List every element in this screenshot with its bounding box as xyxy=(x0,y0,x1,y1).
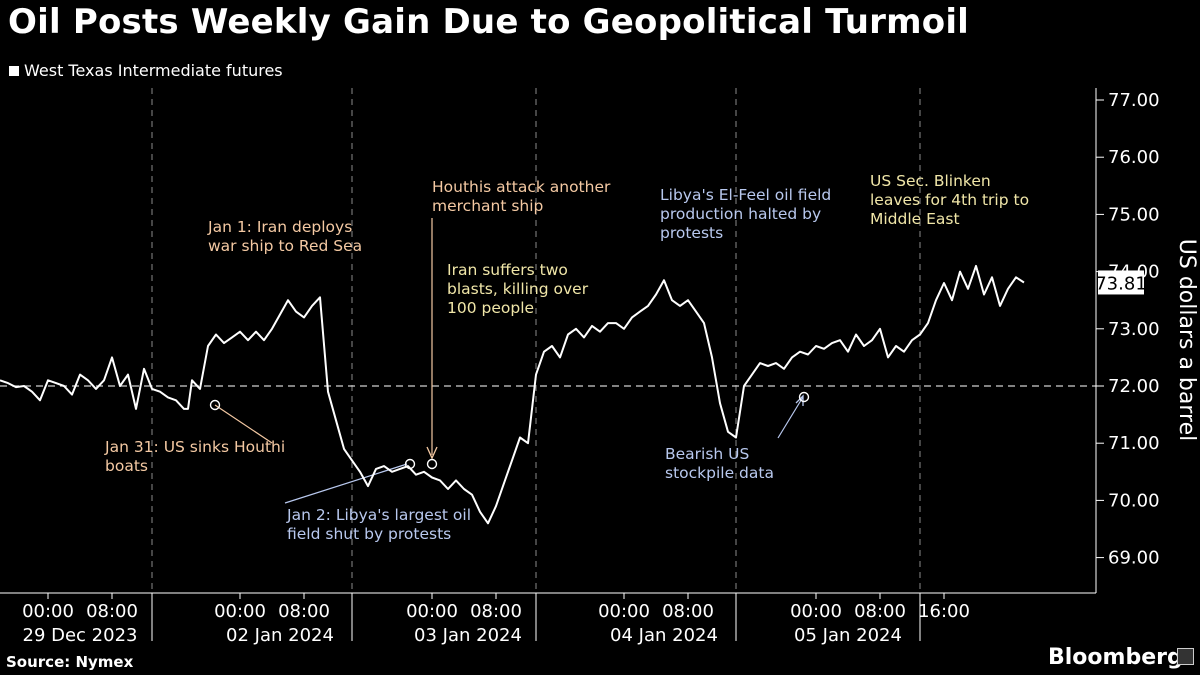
annotation-line: Libya's El-Feel oil field xyxy=(660,186,831,204)
annotation-label: Houthis attack another merchant ship xyxy=(432,178,611,215)
annotation-label: Iran suffers two blasts, killing over 100 … xyxy=(447,261,589,317)
annotation-line: blasts, killing over xyxy=(447,280,589,298)
x-date-label: 29 Dec 2023 xyxy=(23,625,138,646)
annotation-line: field shut by protests xyxy=(287,525,451,543)
annotation-labels: Jan 1: Iran deploys war ship to Red Sea Ho… xyxy=(104,172,1029,543)
y-tick-label: 77.00 xyxy=(1108,90,1160,111)
source-note: Source: Nymex xyxy=(6,653,134,671)
annotation-label: Jan 1: Iran deploys war ship to Red Sea xyxy=(207,218,362,255)
y-tick-label: 75.00 xyxy=(1108,204,1160,225)
annotation-line: Jan 31: US sinks Houthi xyxy=(104,438,285,456)
x-tick-label: 08:00 xyxy=(662,601,714,622)
annotation-line: production halted by xyxy=(660,205,821,223)
annotation-marker xyxy=(426,458,438,470)
bloomberg-terminal-icon xyxy=(1177,648,1194,665)
annotation-line: Houthis attack another xyxy=(432,178,611,196)
series-line xyxy=(0,264,1025,525)
x-tick-label: 08:00 xyxy=(854,601,906,622)
x-tick-label: 16:00 xyxy=(918,601,970,622)
y-tick-label: 69.00 xyxy=(1108,548,1160,569)
annotation-arrowhead xyxy=(795,394,804,406)
annotation-label: Bearish US stockpile data xyxy=(665,445,774,482)
grid-layer xyxy=(0,88,1096,593)
y-axis: 69.0070.0071.0072.0073.0074.0075.0076.00… xyxy=(1095,88,1160,593)
annotation-line: US Sec. Blinken xyxy=(870,172,991,190)
series-layer: 73.81 xyxy=(0,264,1147,525)
annotation-label: US Sec. Blinken leaves for 4th trip to Mid… xyxy=(870,172,1029,228)
annotation-label: Jan 31: US sinks Houthi boats xyxy=(104,438,285,475)
x-tick-label: 08:00 xyxy=(86,601,138,622)
annotation-leader xyxy=(777,396,804,439)
x-tick-label: 00:00 xyxy=(22,601,74,622)
annotation-line: Middle East xyxy=(870,210,960,228)
x-tick-label: 00:00 xyxy=(790,601,842,622)
x-tick-label: 00:00 xyxy=(214,601,266,622)
legend-label: West Texas Intermediate futures xyxy=(24,61,283,80)
y-tick-label: 70.00 xyxy=(1108,490,1160,511)
annotation-line: leaves for 4th trip to xyxy=(870,191,1029,209)
annotation-marker xyxy=(798,391,810,403)
legend-swatch xyxy=(9,65,19,76)
x-date-label: 02 Jan 2024 xyxy=(226,625,334,646)
annotation-line: protests xyxy=(660,224,723,242)
x-tick-label: 08:00 xyxy=(470,601,522,622)
annotation-leader xyxy=(214,404,273,444)
x-tick-label: 00:00 xyxy=(406,601,458,622)
annotation-marker xyxy=(404,458,416,470)
annotation-line: stockpile data xyxy=(665,464,774,482)
y-tick-label: 76.00 xyxy=(1108,147,1160,168)
x-date-label: 04 Jan 2024 xyxy=(610,625,718,646)
x-date-label: 03 Jan 2024 xyxy=(414,625,522,646)
annotation-line: merchant ship xyxy=(432,197,543,215)
annotation-label: Jan 2: Libya's largest oil field shut by … xyxy=(286,506,471,543)
annotation-line: 100 people xyxy=(447,299,534,317)
annotation-leaders xyxy=(214,218,804,504)
chart-title: Oil Posts Weekly Gain Due to Geopolitica… xyxy=(8,2,970,42)
x-axis: 00:00 08:00 00:00 08:00 00:00 08:00 00:00 08:00… xyxy=(0,592,1096,646)
annotation-line: Jan 2: Libya's largest oil xyxy=(286,506,471,524)
annotation-leader xyxy=(284,463,408,504)
y-tick-label: 71.00 xyxy=(1108,433,1160,454)
annotation-line: Bearish US xyxy=(665,445,749,463)
annotation-line: boats xyxy=(105,457,148,475)
y-axis-title: US dollars a barrel xyxy=(1174,239,1199,441)
bloomberg-logo: Bloomberg xyxy=(1048,645,1183,670)
y-tick-label: 72.00 xyxy=(1108,376,1160,397)
y-tick-label: 73.00 xyxy=(1108,319,1160,340)
legend: West Texas Intermediate futures xyxy=(9,61,283,80)
annotation-line: war ship to Red Sea xyxy=(208,237,362,255)
annotation-arrowhead xyxy=(426,446,438,460)
annotation-marker xyxy=(209,399,221,411)
x-date-label: 05 Jan 2024 xyxy=(794,625,902,646)
annotation-line: Iran suffers two xyxy=(447,261,568,279)
last-value-box xyxy=(1098,270,1144,295)
annotation-label: Libya's El-Feel oil field production halt… xyxy=(660,186,831,242)
x-tick-label: 00:00 xyxy=(598,601,650,622)
x-tick-label: 08:00 xyxy=(278,601,330,622)
annotation-line: Jan 1: Iran deploys xyxy=(207,218,352,236)
last-value-label: 73.81 xyxy=(1095,273,1147,294)
